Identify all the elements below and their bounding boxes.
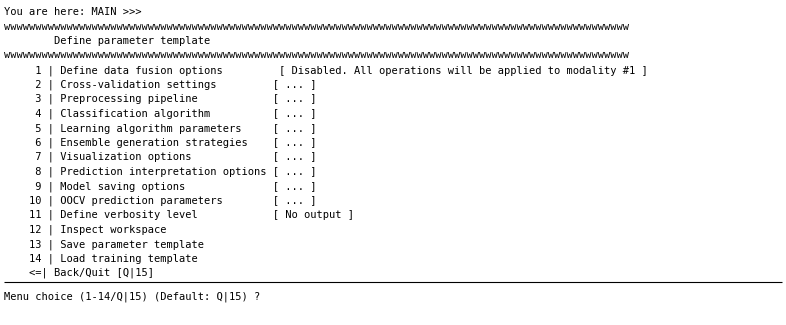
- Text: 14 | Load training template: 14 | Load training template: [4, 254, 198, 264]
- Text: 4 | Classification algorithm          [ ... ]: 4 | Classification algorithm [ ... ]: [4, 109, 317, 119]
- Text: 13 | Save parameter template: 13 | Save parameter template: [4, 239, 204, 250]
- Text: 8 | Prediction interpretation options [ ... ]: 8 | Prediction interpretation options [ …: [4, 166, 317, 177]
- Text: 6 | Ensemble generation strategies    [ ... ]: 6 | Ensemble generation strategies [ ...…: [4, 137, 317, 148]
- Text: Define parameter template: Define parameter template: [4, 36, 210, 46]
- Text: 2 | Cross-validation settings         [ ... ]: 2 | Cross-validation settings [ ... ]: [4, 80, 317, 90]
- Text: 9 | Model saving options              [ ... ]: 9 | Model saving options [ ... ]: [4, 181, 317, 191]
- Text: You are here: MAIN >>>: You are here: MAIN >>>: [4, 7, 141, 17]
- Text: 11 | Define verbosity level            [ No output ]: 11 | Define verbosity level [ No output …: [4, 210, 354, 220]
- Text: 12 | Inspect workspace: 12 | Inspect workspace: [4, 225, 167, 235]
- Text: 5 | Learning algorithm parameters     [ ... ]: 5 | Learning algorithm parameters [ ... …: [4, 123, 317, 134]
- Text: <=| Back/Quit [Q|15]: <=| Back/Quit [Q|15]: [4, 268, 154, 279]
- Text: 3 | Preprocessing pipeline            [ ... ]: 3 | Preprocessing pipeline [ ... ]: [4, 94, 317, 105]
- Text: wwwwwwwwwwwwwwwwwwwwwwwwwwwwwwwwwwwwwwwwwwwwwwwwwwwwwwwwwwwwwwwwwwwwwwwwwwwwwwww: wwwwwwwwwwwwwwwwwwwwwwwwwwwwwwwwwwwwwwww…: [4, 21, 629, 32]
- Text: 10 | OOCV prediction parameters        [ ... ]: 10 | OOCV prediction parameters [ ... ]: [4, 196, 317, 206]
- Text: Menu choice (1-14/Q|15) (Default: Q|15) ?: Menu choice (1-14/Q|15) (Default: Q|15) …: [4, 292, 260, 302]
- Text: 1 | Define data fusion options         [ Disabled. All operations will be applie: 1 | Define data fusion options [ Disable…: [4, 65, 648, 75]
- Text: 7 | Visualization options             [ ... ]: 7 | Visualization options [ ... ]: [4, 152, 317, 162]
- Text: wwwwwwwwwwwwwwwwwwwwwwwwwwwwwwwwwwwwwwwwwwwwwwwwwwwwwwwwwwwwwwwwwwwwwwwwwwwwwwww: wwwwwwwwwwwwwwwwwwwwwwwwwwwwwwwwwwwwwwww…: [4, 50, 629, 60]
